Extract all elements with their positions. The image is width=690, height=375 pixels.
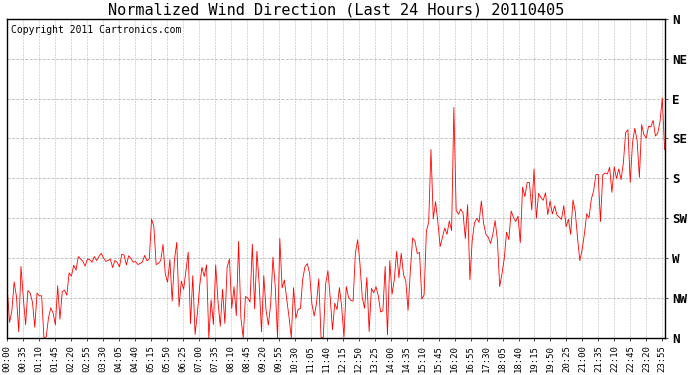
Text: Copyright 2011 Cartronics.com: Copyright 2011 Cartronics.com bbox=[10, 26, 181, 35]
Title: Normalized Wind Direction (Last 24 Hours) 20110405: Normalized Wind Direction (Last 24 Hours… bbox=[108, 3, 564, 18]
